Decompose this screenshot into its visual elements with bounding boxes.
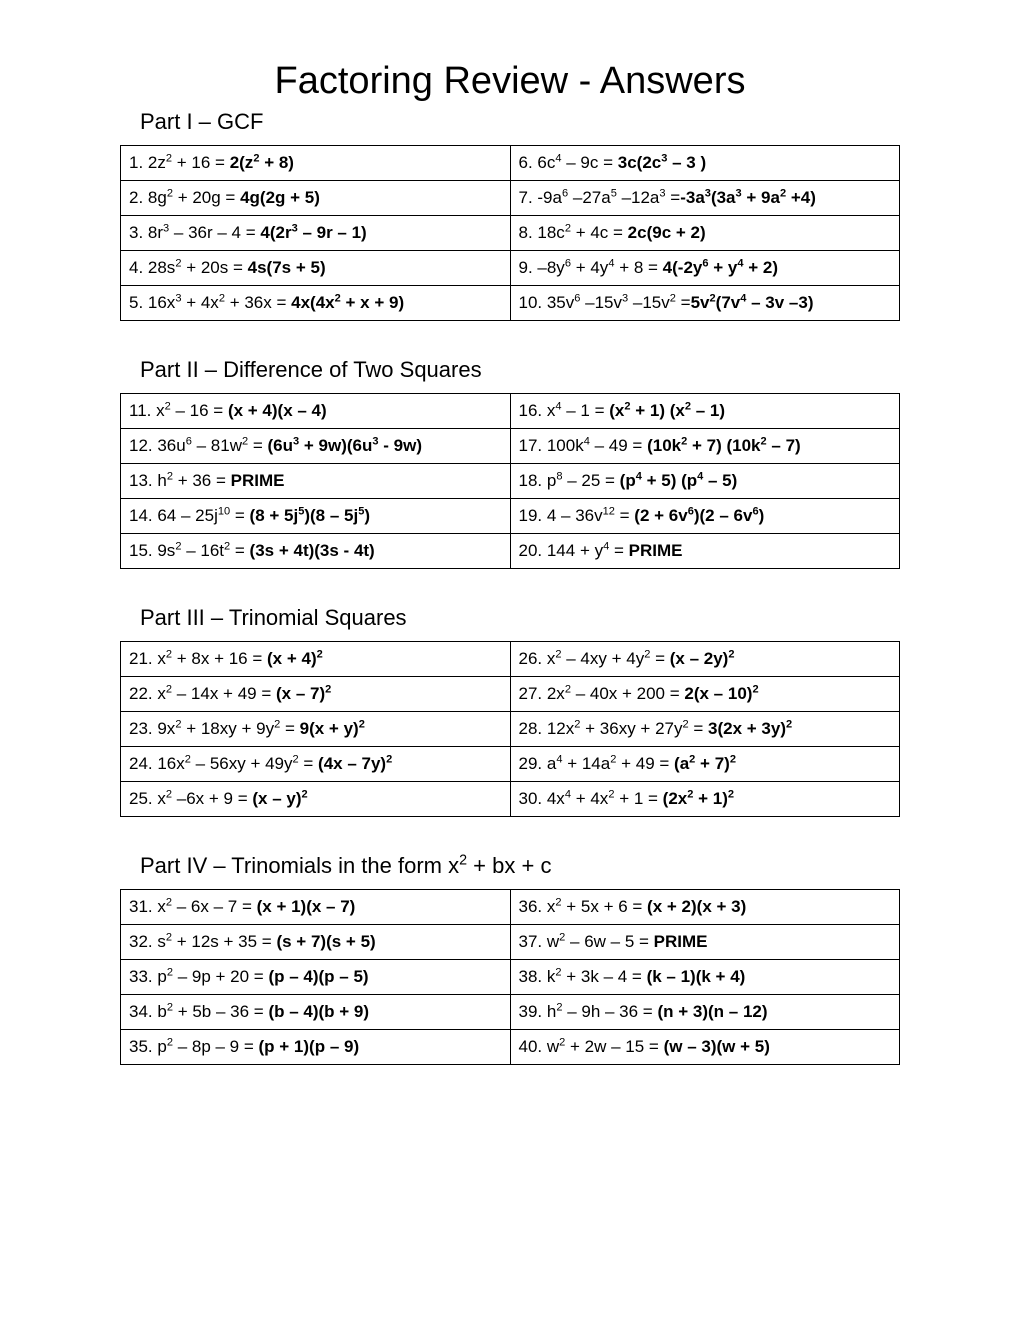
section-heading: Part III – Trinomial Squares <box>140 605 900 631</box>
section-heading: Part IV – Trinomials in the form x2 + bx… <box>140 853 900 879</box>
table-row: 31. x2 – 6x – 7 = (x + 1)(x – 7)36. x2 +… <box>121 890 900 925</box>
table-row: 22. x2 – 14x + 49 = (x – 7)227. 2x2 – 40… <box>121 677 900 712</box>
answer-cell: 20. 144 + y4 = PRIME <box>510 534 900 569</box>
answer-cell: 37. w2 – 6w – 5 = PRIME <box>510 925 900 960</box>
answer-cell: 16. x4 – 1 = (x2 + 1) (x2 – 1) <box>510 394 900 429</box>
table-row: 34. b2 + 5b – 36 = (b – 4)(b + 9)39. h2 … <box>121 995 900 1030</box>
answer-cell: 33. p2 – 9p + 20 = (p – 4)(p – 5) <box>121 960 511 995</box>
answer-table: 21. x2 + 8x + 16 = (x + 4)226. x2 – 4xy … <box>120 641 900 817</box>
table-row: 14. 64 – 25j10 = (8 + 5j5)(8 – 5j5)19. 4… <box>121 499 900 534</box>
answer-cell: 17. 100k4 – 49 = (10k2 + 7) (10k2 – 7) <box>510 429 900 464</box>
section-heading: Part I – GCF <box>140 109 900 135</box>
answer-cell: 36. x2 + 5x + 6 = (x + 2)(x + 3) <box>510 890 900 925</box>
table-row: 1. 2z2 + 16 = 2(z2 + 8)6. 6c4 – 9c = 3c(… <box>121 146 900 181</box>
table-row: 15. 9s2 – 16t2 = (3s + 4t)(3s - 4t)20. 1… <box>121 534 900 569</box>
answer-cell: 10. 35v6 –15v3 –15v2 =5v2(7v4 – 3v –3) <box>510 286 900 321</box>
table-row: 33. p2 – 9p + 20 = (p – 4)(p – 5)38. k2 … <box>121 960 900 995</box>
table-row: 2. 8g2 + 20g = 4g(2g + 5)7. -9a6 –27a5 –… <box>121 181 900 216</box>
answer-cell: 13. h2 + 36 = PRIME <box>121 464 511 499</box>
answer-cell: 28. 12x2 + 36xy + 27y2 = 3(2x + 3y)2 <box>510 712 900 747</box>
answer-cell: 19. 4 – 36v12 = (2 + 6v6)(2 – 6v6) <box>510 499 900 534</box>
answer-cell: 11. x2 – 16 = (x + 4)(x – 4) <box>121 394 511 429</box>
table-row: 21. x2 + 8x + 16 = (x + 4)226. x2 – 4xy … <box>121 642 900 677</box>
answer-cell: 35. p2 – 8p – 9 = (p + 1)(p – 9) <box>121 1030 511 1065</box>
table-row: 35. p2 – 8p – 9 = (p + 1)(p – 9)40. w2 +… <box>121 1030 900 1065</box>
answer-cell: 15. 9s2 – 16t2 = (3s + 4t)(3s - 4t) <box>121 534 511 569</box>
table-row: 32. s2 + 12s + 35 = (s + 7)(s + 5)37. w2… <box>121 925 900 960</box>
answer-cell: 3. 8r3 – 36r – 4 = 4(2r3 – 9r – 1) <box>121 216 511 251</box>
answer-cell: 9. –8y6 + 4y4 + 8 = 4(-2y6 + y4 + 2) <box>510 251 900 286</box>
answer-cell: 31. x2 – 6x – 7 = (x + 1)(x – 7) <box>121 890 511 925</box>
table-row: 3. 8r3 – 36r – 4 = 4(2r3 – 9r – 1)8. 18c… <box>121 216 900 251</box>
answer-cell: 21. x2 + 8x + 16 = (x + 4)2 <box>121 642 511 677</box>
answer-cell: 25. x2 –6x + 9 = (x – y)2 <box>121 782 511 817</box>
answer-table: 31. x2 – 6x – 7 = (x + 1)(x – 7)36. x2 +… <box>120 889 900 1065</box>
table-row: 11. x2 – 16 = (x + 4)(x – 4)16. x4 – 1 =… <box>121 394 900 429</box>
answer-cell: 34. b2 + 5b – 36 = (b – 4)(b + 9) <box>121 995 511 1030</box>
answer-cell: 29. a4 + 14a2 + 49 = (a2 + 7)2 <box>510 747 900 782</box>
table-row: 23. 9x2 + 18xy + 9y2 = 9(x + y)228. 12x2… <box>121 712 900 747</box>
table-row: 13. h2 + 36 = PRIME18. p8 – 25 = (p4 + 5… <box>121 464 900 499</box>
answer-cell: 6. 6c4 – 9c = 3c(2c3 – 3 ) <box>510 146 900 181</box>
answer-cell: 7. -9a6 –27a5 –12a3 =-3a3(3a3 + 9a2 +4) <box>510 181 900 216</box>
answer-cell: 2. 8g2 + 20g = 4g(2g + 5) <box>121 181 511 216</box>
answer-cell: 12. 36u6 – 81w2 = (6u3 + 9w)(6u3 - 9w) <box>121 429 511 464</box>
answer-cell: 39. h2 – 9h – 36 = (n + 3)(n – 12) <box>510 995 900 1030</box>
table-row: 4. 28s2 + 20s = 4s(7s + 5)9. –8y6 + 4y4 … <box>121 251 900 286</box>
table-row: 12. 36u6 – 81w2 = (6u3 + 9w)(6u3 - 9w)17… <box>121 429 900 464</box>
answer-cell: 32. s2 + 12s + 35 = (s + 7)(s + 5) <box>121 925 511 960</box>
table-row: 25. x2 –6x + 9 = (x – y)230. 4x4 + 4x2 +… <box>121 782 900 817</box>
answer-cell: 8. 18c2 + 4c = 2c(9c + 2) <box>510 216 900 251</box>
answer-cell: 30. 4x4 + 4x2 + 1 = (2x2 + 1)2 <box>510 782 900 817</box>
answer-cell: 18. p8 – 25 = (p4 + 5) (p4 – 5) <box>510 464 900 499</box>
answer-cell: 26. x2 – 4xy + 4y2 = (x – 2y)2 <box>510 642 900 677</box>
answer-cell: 5. 16x3 + 4x2 + 36x = 4x(4x2 + x + 9) <box>121 286 511 321</box>
answer-cell: 23. 9x2 + 18xy + 9y2 = 9(x + y)2 <box>121 712 511 747</box>
answer-cell: 14. 64 – 25j10 = (8 + 5j5)(8 – 5j5) <box>121 499 511 534</box>
answer-cell: 24. 16x2 – 56xy + 49y2 = (4x – 7y)2 <box>121 747 511 782</box>
answer-cell: 38. k2 + 3k – 4 = (k – 1)(k + 4) <box>510 960 900 995</box>
answer-cell: 27. 2x2 – 40x + 200 = 2(x – 10)2 <box>510 677 900 712</box>
answer-cell: 40. w2 + 2w – 15 = (w – 3)(w + 5) <box>510 1030 900 1065</box>
answer-cell: 4. 28s2 + 20s = 4s(7s + 5) <box>121 251 511 286</box>
page-title: Factoring Review - Answers <box>120 60 900 103</box>
answer-table: 11. x2 – 16 = (x + 4)(x – 4)16. x4 – 1 =… <box>120 393 900 569</box>
answer-table: 1. 2z2 + 16 = 2(z2 + 8)6. 6c4 – 9c = 3c(… <box>120 145 900 321</box>
answer-cell: 22. x2 – 14x + 49 = (x – 7)2 <box>121 677 511 712</box>
table-row: 24. 16x2 – 56xy + 49y2 = (4x – 7y)229. a… <box>121 747 900 782</box>
answer-cell: 1. 2z2 + 16 = 2(z2 + 8) <box>121 146 511 181</box>
table-row: 5. 16x3 + 4x2 + 36x = 4x(4x2 + x + 9)10.… <box>121 286 900 321</box>
section-heading: Part II – Difference of Two Squares <box>140 357 900 383</box>
